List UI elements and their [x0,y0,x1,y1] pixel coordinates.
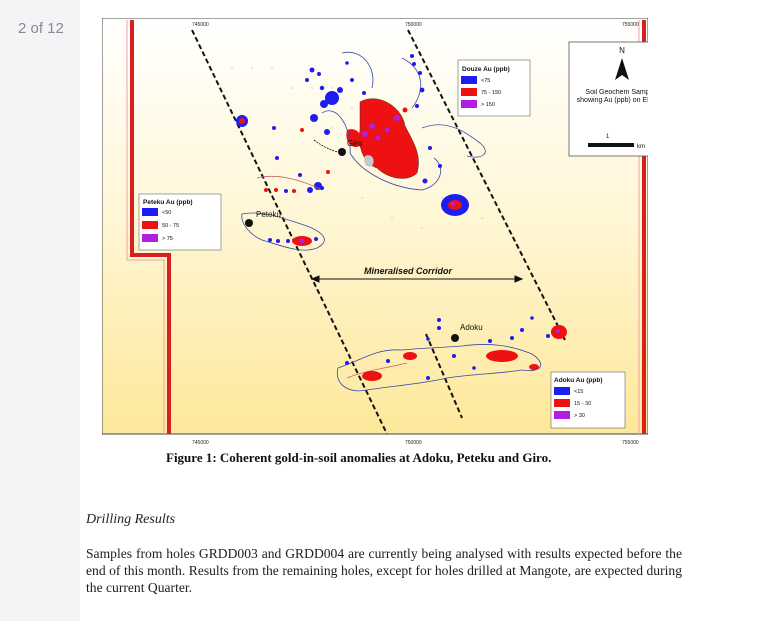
adoku-legend-label-mid: 15 - 30 [574,401,591,407]
douze-legend-swatch-mid [461,88,477,96]
douze-legend-label-mid: 75 - 150 [481,90,501,96]
douze-legend: Douze Au (ppb) <75 75 - 150 > 150 [457,59,531,117]
north-arrow-icon [615,58,629,80]
document-page[interactable]: 745000 750000 755000 745000 750000 75500… [80,0,768,621]
scale-bar [588,143,634,147]
place-label-peteku: Peteku [256,210,281,219]
peteku-legend-swatch-high [142,234,158,242]
adoku-anomaly [336,316,567,392]
grid-label-top-3: 755000 [622,22,639,28]
grid-label-bottom-3: 755000 [622,440,639,446]
scale-label: 1 [606,134,610,140]
douze-legend-title: Douze Au (ppb) [462,66,510,73]
figure-map: 745000 750000 755000 745000 750000 75500… [102,18,648,450]
peteku-legend-label-low: <50 [162,210,171,216]
adoku-legend-title: Adoku Au (ppb) [554,377,603,384]
douze-legend-swatch-high [461,100,477,108]
place-label-adoku: Adoku [460,323,483,332]
place-marker-adoku: Adoku [451,323,483,342]
corridor-arrow [310,275,524,283]
figure-caption: Figure 1: Coherent gold-in-soil anomalie… [166,450,552,465]
peteku-anomaly [241,175,325,251]
grid-label-bottom-2: 750000 [405,440,422,446]
adoku-legend-label-high: > 30 [574,413,585,419]
place-marker-giro: Giro [313,139,363,156]
north-label: N [619,46,625,55]
page-sidebar: 2 of 12 [0,0,81,621]
corridor-boundary [191,29,566,435]
peteku-legend-label-mid: 50 - 75 [162,223,179,229]
corridor-label: Mineralised Corridor [364,266,453,276]
grid-label-top-2: 750000 [405,22,422,28]
douze-legend-label-low: <75 [481,78,490,84]
adoku-legend: Adoku Au (ppb) <15 15 - 30 > 30 [550,371,626,429]
map-title: Soil Geochem Samples showing Au (ppb) on… [576,89,648,104]
douze-legend-label-high: > 150 [481,102,495,108]
section-heading: Drilling Results [86,512,176,527]
place-label-giro: Giro [347,139,363,148]
grid-label-bottom-1: 745000 [192,440,209,446]
peteku-legend-title: Peteku Au (ppb) [143,199,193,206]
map-title-box: N Soil Geochem Samples showing Au (ppb) … [568,41,648,157]
adoku-legend-swatch-low [554,387,570,395]
peteku-legend-swatch-low [142,208,158,216]
peteku-legend-swatch-mid [142,221,158,229]
peteku-legend: Peteku Au (ppb) <50 50 - 75 > 75 [138,193,222,251]
peteku-legend-label-high: > 75 [162,236,173,242]
place-marker-peteku: Peteku [245,210,281,227]
adoku-legend-swatch-mid [554,399,570,407]
adoku-legend-swatch-high [554,411,570,419]
douze-legend-swatch-low [461,76,477,84]
scale-unit: km [637,144,645,150]
douze-anomaly [441,194,469,216]
grid-label-top-1: 745000 [192,22,209,28]
body-paragraph: Samples from holes GRDD003 and GRDD004 a… [86,546,682,595]
adoku-legend-label-low: <15 [574,389,583,395]
page-counter: 2 of 12 [18,20,64,37]
giro-anomaly [321,51,486,191]
